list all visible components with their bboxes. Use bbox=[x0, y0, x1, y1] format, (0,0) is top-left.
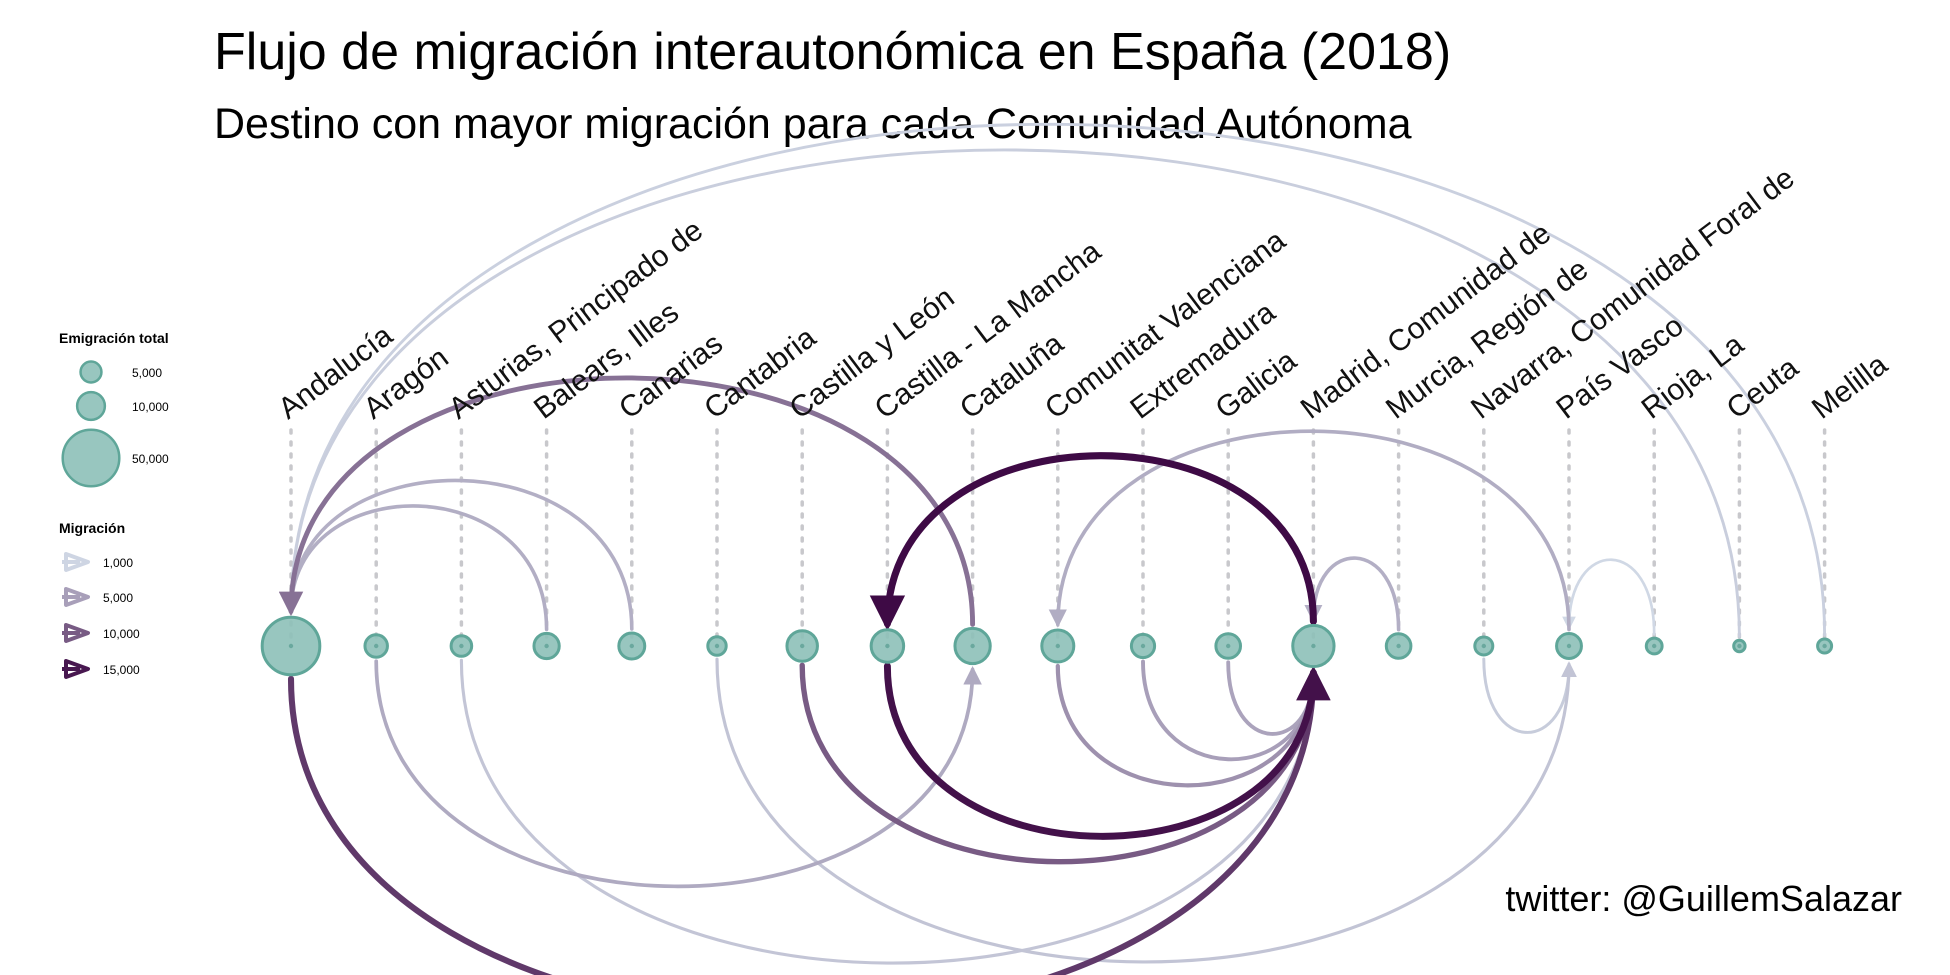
caption: twitter: @GuillemSalazar bbox=[1505, 878, 1902, 919]
legend-migration: Migración 1,000 5,000 10,000 15,000 bbox=[59, 520, 140, 679]
region-nodes bbox=[260, 615, 1834, 677]
legend-size-circle bbox=[75, 390, 107, 422]
node-center-dot bbox=[1652, 643, 1657, 649]
node-center-dot bbox=[714, 643, 720, 649]
legend-emigration: Emigración total 5,000 10,000 50,000 bbox=[59, 330, 169, 488]
node-center-dot bbox=[374, 643, 379, 649]
node-center-dot bbox=[288, 643, 294, 649]
node-center-dot bbox=[1481, 643, 1487, 649]
chart-title: Flujo de migración interautonómica en Es… bbox=[214, 23, 1452, 81]
flow-arc-castilla-la-mancha-to-madrid-comunidad-de bbox=[883, 662, 1331, 840]
legend-size-circle bbox=[79, 360, 103, 384]
flow-arc-cantabria-to-pais-vasco bbox=[715, 657, 1577, 964]
node-center-dot bbox=[1566, 643, 1572, 649]
node-center-dot bbox=[459, 643, 464, 649]
region-label-melilla: Melilla bbox=[1806, 348, 1894, 426]
legend-migration-title: Migración bbox=[59, 520, 125, 536]
legend-size-label: 5,000 bbox=[132, 366, 162, 380]
legend-flow-label: 5,000 bbox=[103, 591, 133, 605]
node-center-dot bbox=[970, 643, 975, 649]
flow-arc-navarra-comunidad-foral-de-to-pais-vasco bbox=[1482, 657, 1577, 734]
node-center-dot bbox=[544, 643, 549, 649]
flow-arc-ceuta-to-andalucia bbox=[283, 148, 1741, 638]
legend-flow-label: 1,000 bbox=[103, 556, 133, 570]
legend-flow-label: 15,000 bbox=[103, 663, 140, 677]
legend-flow-label: 10,000 bbox=[103, 627, 140, 641]
legend-size-circle bbox=[61, 428, 121, 488]
flow-arcs bbox=[278, 122, 1827, 975]
node-center-dot bbox=[800, 643, 805, 649]
node-center-dot bbox=[1140, 643, 1146, 649]
flow-arc-madrid-comunidad-de-to-castilla-la-mancha bbox=[869, 452, 1317, 631]
legend-size-label: 10,000 bbox=[132, 400, 169, 414]
node-center-dot bbox=[885, 643, 890, 649]
flow-arc-balears-illes-to-andalucia bbox=[281, 504, 549, 632]
flow-arc-castilla-y-leon-to-madrid-comunidad-de bbox=[799, 662, 1327, 865]
flow-arc-melilla-to-andalucia bbox=[283, 122, 1827, 637]
flow-arc-asturias-principado-de-to-madrid-comunidad-de bbox=[459, 658, 1322, 965]
node-center-dot bbox=[1396, 643, 1401, 649]
node-center-dot bbox=[629, 643, 634, 649]
node-center-dot bbox=[1311, 643, 1316, 649]
flow-arc-canarias-to-andalucia bbox=[282, 478, 634, 631]
flow-arc-aragon-to-cataluna bbox=[374, 659, 982, 889]
node-center-dot bbox=[1737, 643, 1742, 649]
flow-arc-comunitat-valenciana-to-madrid-comunidad-de bbox=[1055, 663, 1324, 788]
flow-arc-murcia-region-de-to-madrid-comunidad-de bbox=[1304, 556, 1401, 632]
node-center-dot bbox=[1055, 643, 1061, 649]
node-center-dot bbox=[1822, 643, 1827, 649]
node-center-dot bbox=[1226, 643, 1231, 649]
flow-arc-pais-vasco-to-comunitat-valenciana bbox=[1048, 429, 1571, 632]
flow-arc-rioja-la-to-pais-vasco bbox=[1562, 558, 1656, 636]
chart-subtitle: Destino con mayor migración para cada Co… bbox=[214, 100, 1412, 148]
legend-size-label: 50,000 bbox=[132, 452, 169, 466]
legend-emigration-title: Emigración total bbox=[59, 330, 169, 346]
flow-arc-cataluna-to-andalucia bbox=[278, 375, 976, 627]
flow-arc-andalucia-to-madrid-comunidad-de bbox=[287, 666, 1329, 975]
